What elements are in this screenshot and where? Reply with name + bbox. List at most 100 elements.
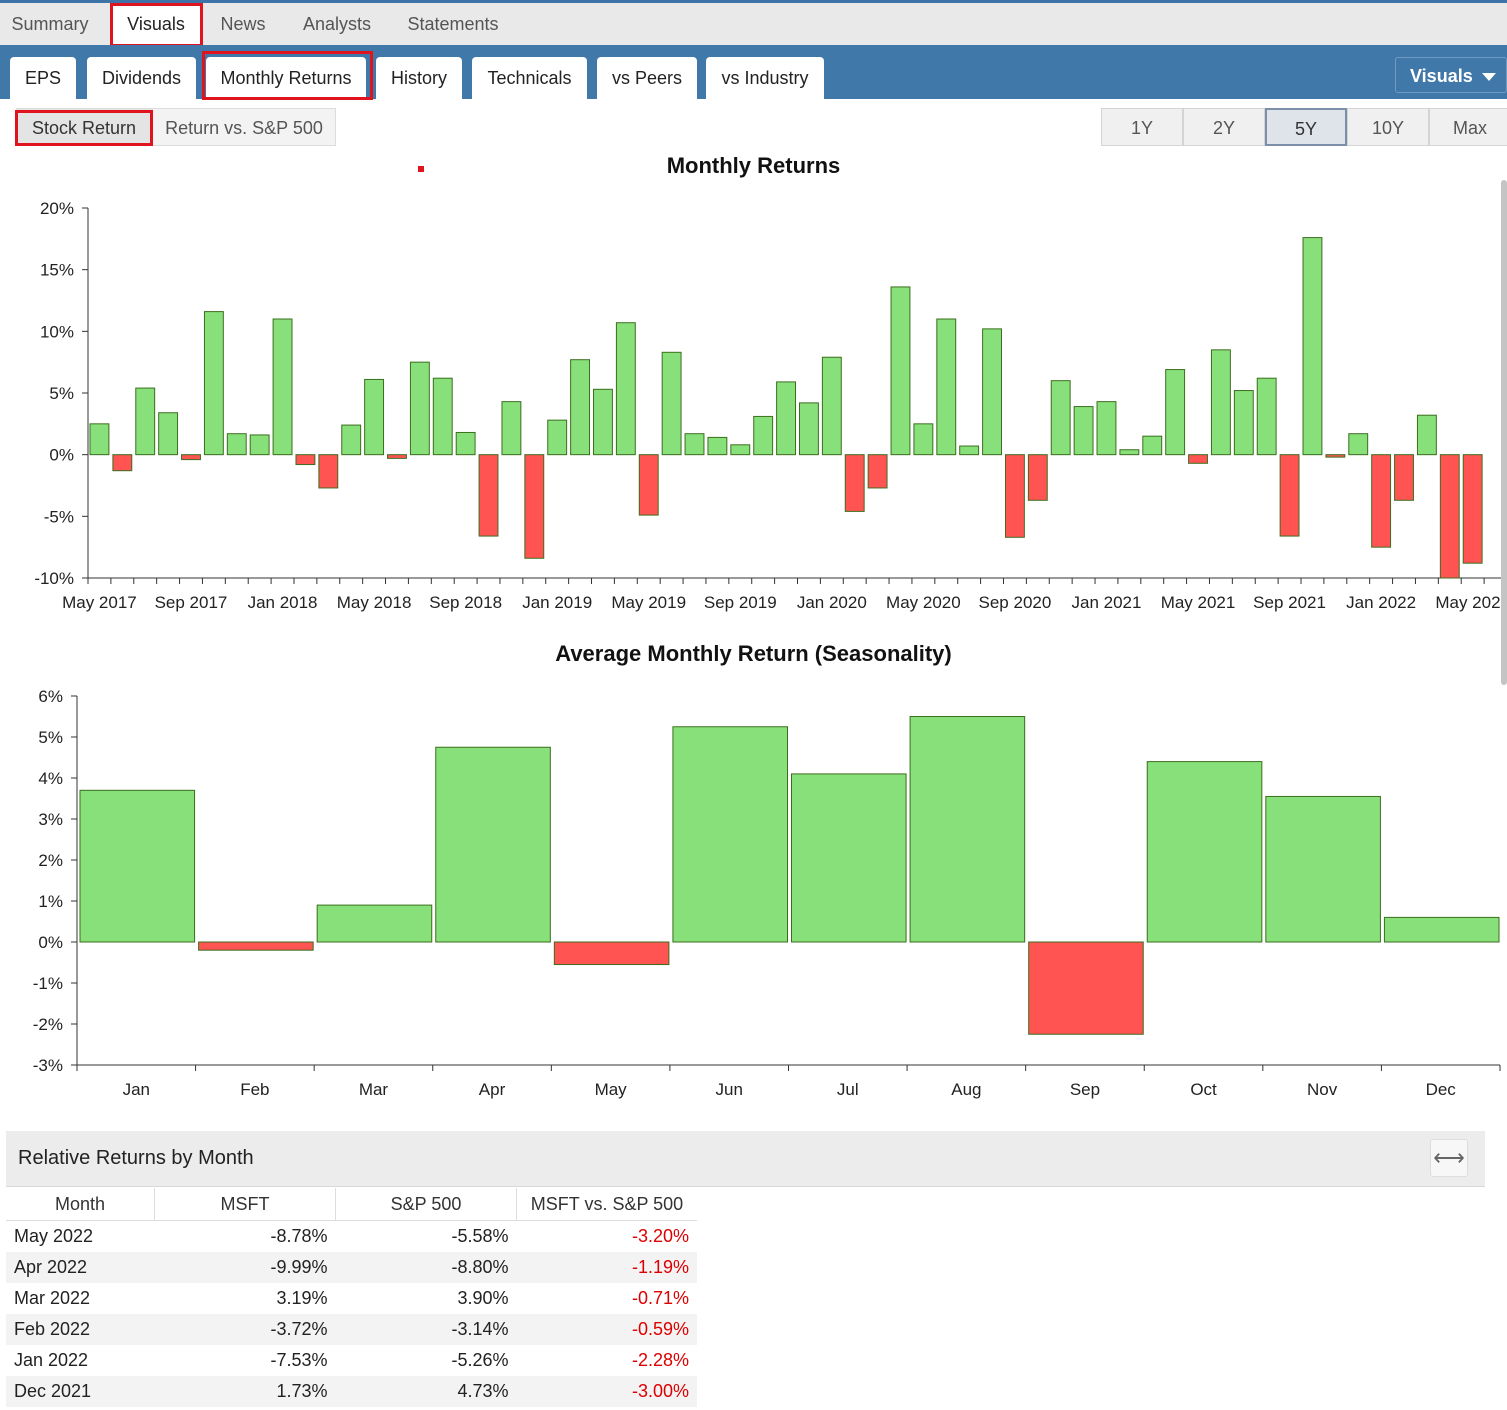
range-10y-button[interactable]: 10Y bbox=[1347, 108, 1429, 146]
seasonality-bar bbox=[435, 746, 551, 943]
nav-news[interactable]: News bbox=[220, 14, 266, 34]
range-5y-button[interactable]: 5Y bbox=[1265, 108, 1347, 146]
tab-vs-peers[interactable]: vs Peers bbox=[597, 57, 697, 99]
x-tick-label: Sep bbox=[1070, 1080, 1100, 1099]
tab-eps[interactable]: EPS bbox=[10, 57, 76, 99]
table-row: Mar 2022 3.19% 3.90% -0.71% bbox=[6, 1283, 697, 1314]
x-tick-label: Sep 2021 bbox=[1253, 593, 1326, 612]
cell-relative: -1.19% bbox=[516, 1252, 697, 1283]
x-tick-label: May 2018 bbox=[337, 593, 412, 612]
monthly-return-bar bbox=[1233, 390, 1254, 456]
nav-summary[interactable]: Summary bbox=[11, 14, 89, 34]
table-row: Apr 2022 -9.99% -8.80% -1.19% bbox=[6, 1252, 697, 1283]
range-2y-button[interactable]: 2Y bbox=[1183, 108, 1265, 146]
y-tick-label: 5% bbox=[49, 384, 74, 403]
monthly-return-bar bbox=[1027, 454, 1048, 501]
seasonality-bar bbox=[909, 716, 1026, 943]
stock-return-toggle[interactable]: Stock Return bbox=[16, 108, 152, 146]
x-tick-label: Jan 2020 bbox=[797, 593, 867, 612]
col-msft-vs-sp500[interactable]: MSFT vs. S&P 500 bbox=[516, 1188, 697, 1221]
x-tick-label: Jan 2018 bbox=[248, 593, 318, 612]
seasonality-title: Average Monthly Return (Seasonality) bbox=[555, 641, 952, 666]
x-tick-label: Feb bbox=[240, 1080, 269, 1099]
monthly-return-bar bbox=[432, 377, 453, 456]
x-tick-label: May 2020 bbox=[886, 593, 961, 612]
seasonality-bar bbox=[316, 904, 433, 943]
monthly-return-bar bbox=[844, 454, 865, 512]
x-tick-label: Mar bbox=[359, 1080, 389, 1099]
cell-month: Feb 2022 bbox=[6, 1314, 155, 1345]
range-max-button[interactable]: Max bbox=[1429, 108, 1507, 146]
y-tick-label: -3% bbox=[33, 1056, 63, 1075]
monthly-return-bar bbox=[158, 412, 179, 456]
y-tick-label: 0% bbox=[38, 933, 63, 952]
monthly-return-bar bbox=[89, 423, 110, 456]
tab-vs-industry[interactable]: vs Industry bbox=[706, 57, 824, 99]
scrollbar-thumb[interactable] bbox=[1501, 180, 1507, 685]
monthly-return-bar bbox=[570, 359, 591, 456]
x-tick-label: Jan bbox=[123, 1080, 150, 1099]
tab-technicals[interactable]: Technicals bbox=[472, 57, 587, 99]
monthly-return-bar bbox=[593, 388, 613, 456]
tab-history[interactable]: History bbox=[376, 57, 462, 99]
y-tick-label: 1% bbox=[38, 892, 63, 911]
monthly-return-bar bbox=[226, 433, 247, 456]
monthly-return-bar bbox=[753, 415, 774, 456]
y-tick-label: -5% bbox=[44, 507, 74, 526]
seasonality-chart: 6% 5% 4% 3% 2% 1% 0% -1% -2% -3% Jan Feb Mar Apr May Ju… bbox=[33, 687, 1501, 1099]
cell-msft: -9.99% bbox=[154, 1252, 336, 1283]
monthly-return-bar bbox=[295, 454, 316, 466]
cell-msft: -8.78% bbox=[270, 1226, 328, 1246]
y-tick-label: 2% bbox=[38, 851, 63, 870]
cell-month: Dec 2021 bbox=[6, 1376, 155, 1407]
cell-relative: -0.71% bbox=[631, 1288, 689, 1308]
monthly-return-bar bbox=[1073, 406, 1094, 456]
monthly-return-bar bbox=[1096, 401, 1117, 456]
visuals-dropdown[interactable]: Visuals bbox=[1395, 57, 1507, 93]
monthly-return-bar bbox=[341, 424, 362, 456]
y-tick-label: 4% bbox=[38, 769, 63, 788]
monthly-return-bar bbox=[1302, 237, 1323, 456]
seasonality-bar bbox=[79, 789, 196, 943]
y-tick-label: 5% bbox=[38, 728, 63, 747]
x-tick-label: Sep 2019 bbox=[704, 593, 777, 612]
col-msft[interactable]: MSFT bbox=[154, 1188, 336, 1221]
monthly-return-bar bbox=[1004, 454, 1025, 538]
range-1y-button[interactable]: 1Y bbox=[1101, 108, 1183, 146]
cell-relative: -2.28% bbox=[631, 1350, 689, 1370]
tab-dividends[interactable]: Dividends bbox=[87, 57, 196, 99]
tab-monthly-returns[interactable]: Monthly Returns bbox=[206, 57, 366, 99]
expand-icon[interactable]: ⟷ bbox=[1430, 1139, 1468, 1177]
nav-visuals[interactable]: Visuals bbox=[110, 3, 202, 45]
return-vs-sp500-toggle[interactable]: Return vs. S&P 500 bbox=[152, 108, 336, 146]
y-tick-label: 6% bbox=[38, 687, 63, 706]
col-month[interactable]: Month bbox=[6, 1188, 155, 1221]
y-tick-label: 0% bbox=[49, 446, 74, 465]
monthly-return-bar bbox=[364, 378, 385, 456]
seasonality-bar bbox=[553, 941, 670, 966]
cell-sp500: 4.73% bbox=[335, 1376, 517, 1407]
monthly-return-bar bbox=[203, 311, 224, 456]
cell-sp500: 3.90% bbox=[457, 1288, 509, 1308]
monthly-return-bar bbox=[890, 286, 911, 456]
x-tick-label: Jun bbox=[715, 1080, 742, 1099]
monthly-return-bar bbox=[387, 454, 407, 459]
y-tick-label: 15% bbox=[40, 261, 74, 280]
top-nav: Summary Visuals News Analysts Statements bbox=[0, 0, 1507, 45]
nav-statements[interactable]: Statements bbox=[407, 14, 499, 34]
x-tick-label: Jan 2019 bbox=[522, 593, 592, 612]
monthly-return-bar bbox=[135, 387, 156, 456]
monthly-returns-chart: 20% 15% 10% 5% 0% -5% -10% May 2017 Sep 2017 Jan … bbox=[34, 199, 1507, 612]
x-tick-label: Jan 2022 bbox=[1346, 593, 1416, 612]
col-sp500[interactable]: S&P 500 bbox=[335, 1188, 517, 1221]
monthly-return-bar bbox=[684, 433, 705, 456]
monthly-return-bar bbox=[501, 401, 522, 456]
cell-month: Apr 2022 bbox=[6, 1252, 155, 1283]
monthly-return-bar bbox=[249, 434, 270, 456]
cell-relative: -3.20% bbox=[631, 1226, 689, 1246]
monthly-return-bar bbox=[1279, 454, 1300, 537]
red-dot-marker bbox=[418, 166, 424, 172]
cell-month: May 2022 bbox=[14, 1226, 94, 1246]
cell-msft: 1.73% bbox=[154, 1376, 336, 1407]
nav-analysts[interactable]: Analysts bbox=[302, 14, 372, 34]
